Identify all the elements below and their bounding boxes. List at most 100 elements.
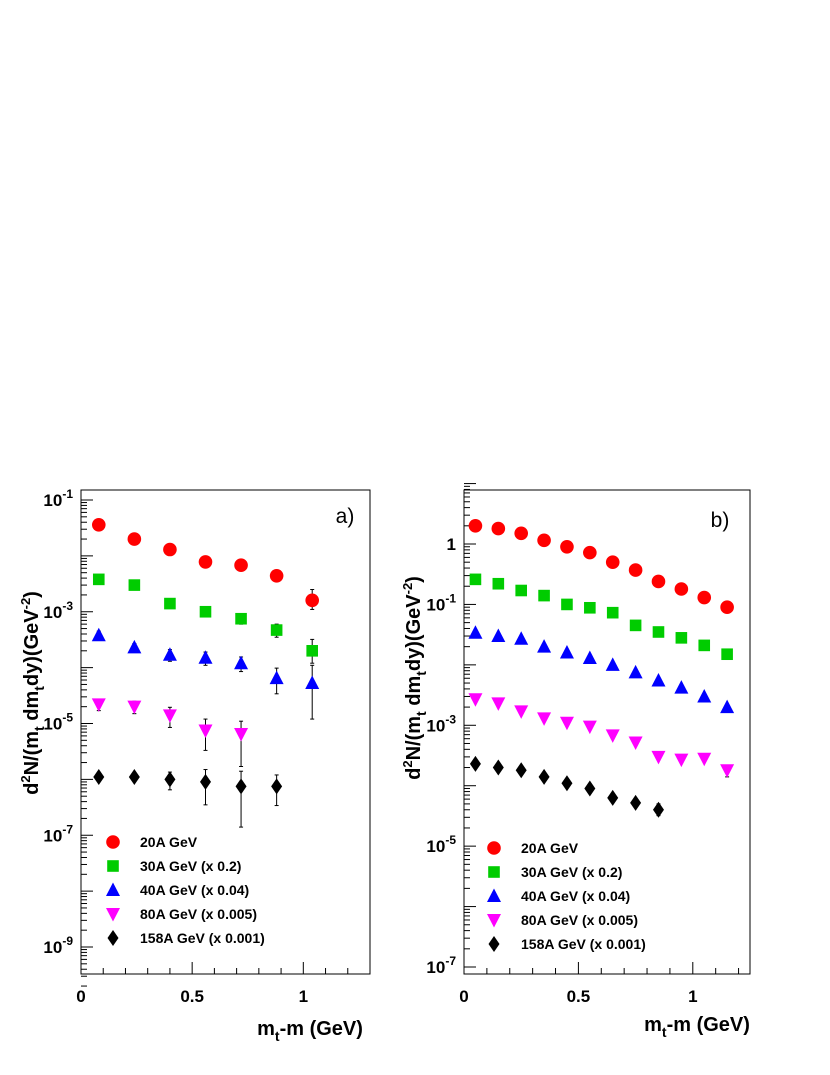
data-point: [674, 753, 689, 768]
data-point: [198, 650, 213, 664]
data-point: [491, 697, 506, 711]
series: [93, 769, 283, 828]
y-tick-label: 10-5: [43, 711, 73, 734]
data-point: [607, 789, 619, 806]
data-point: [270, 624, 283, 636]
data-point: [163, 542, 177, 557]
data-point: [235, 612, 247, 625]
legend-label: 158A GeV (x 0.001): [140, 930, 265, 946]
data-point: [234, 558, 248, 573]
data-point: [91, 698, 106, 712]
legend-marker: [488, 866, 500, 878]
data-point: [538, 768, 550, 785]
data-point: [514, 631, 529, 645]
y-axis-label: d2N/(mt dmtdy)(GeV-2): [18, 591, 47, 795]
panel-label: b): [711, 509, 730, 532]
series: [469, 755, 664, 818]
data-point: [128, 579, 141, 591]
data-point: [468, 519, 483, 533]
plot-frame: [463, 489, 751, 975]
data-point: [583, 545, 597, 560]
data-point: [469, 573, 482, 586]
data-point: [128, 769, 140, 786]
legend-marker: [107, 930, 119, 946]
data-point: [651, 673, 666, 687]
data-point: [235, 778, 247, 795]
x-axis-label: mt-m (GeV): [644, 1014, 750, 1040]
data-point: [605, 729, 620, 743]
data-point: [199, 773, 211, 790]
data-point: [675, 632, 688, 644]
y-tick-label: 10-1: [426, 591, 456, 614]
data-point: [720, 764, 735, 778]
data-point: [492, 759, 504, 776]
legend-label: 20A GeV: [521, 840, 579, 856]
data-point: [629, 619, 642, 632]
data-point: [652, 626, 665, 638]
y-tick-label: 10-7: [43, 822, 73, 845]
data-point: [584, 780, 596, 797]
x-tick-label: 1: [299, 987, 308, 1006]
legend-label: 30A GeV (x 0.2): [521, 864, 622, 880]
data-point: [199, 605, 212, 618]
data-point: [515, 762, 527, 779]
data-point: [537, 533, 551, 548]
x-tick-label: 0.5: [567, 987, 591, 1006]
y-tick-label: 1: [447, 535, 456, 554]
legend-label: 40A GeV (x 0.04): [140, 882, 249, 898]
data-point: [91, 627, 106, 642]
y-tick-label: 10-5: [426, 833, 456, 856]
data-point: [491, 628, 506, 643]
series: [468, 693, 735, 778]
series: [91, 627, 320, 720]
data-point: [198, 724, 213, 738]
data-point: [305, 593, 320, 608]
x-tick-label: 0: [459, 987, 468, 1006]
data-point: [651, 574, 666, 589]
data-point: [468, 693, 483, 707]
legend-marker: [106, 835, 120, 849]
data-point: [515, 584, 527, 597]
panel-b: 0 0.5 1 1 10-1 10-3 10-5 10-7 b) 20A GeV 30A GeV (…: [400, 483, 751, 1040]
data-point: [468, 625, 483, 639]
legend-marker: [487, 841, 501, 855]
data-point: [93, 769, 105, 786]
data-point: [674, 582, 689, 596]
data-point: [492, 577, 505, 590]
legend: 20A GeV 30A GeV (x 0.2) 40A GeV (x 0.04) 80…: [487, 840, 646, 952]
data-point: [234, 655, 249, 670]
panel-label: a): [336, 505, 355, 528]
data-point: [652, 801, 664, 818]
x-axis-label: mt-m (GeV): [257, 1018, 363, 1044]
legend-marker: [488, 936, 500, 952]
data-point: [560, 539, 574, 554]
y-tick-label: 10-3: [43, 599, 73, 622]
data-point: [628, 664, 643, 679]
legend-label: 30A GeV (x 0.2): [140, 858, 241, 874]
data-point: [305, 675, 320, 690]
data-point: [606, 606, 619, 619]
data-point: [698, 639, 711, 652]
data-point: [162, 647, 177, 661]
data-point: [628, 563, 643, 577]
data-point: [721, 648, 733, 661]
data-point: [537, 639, 552, 653]
legend-label: 40A GeV (x 0.04): [521, 888, 630, 904]
data-point: [697, 590, 712, 605]
x-tick-label: 0.5: [180, 987, 204, 1006]
data-point: [651, 750, 666, 765]
data-point: [559, 645, 574, 659]
data-point: [127, 532, 142, 546]
data-point: [720, 699, 735, 714]
legend-label: 80A GeV (x 0.005): [521, 912, 638, 928]
data-point: [582, 720, 597, 735]
series: [468, 625, 735, 714]
data-point: [127, 639, 142, 654]
data-point: [514, 526, 528, 541]
legend-label: 158A GeV (x 0.001): [521, 936, 646, 952]
data-point: [164, 771, 176, 788]
data-point: [269, 670, 284, 685]
legend-marker: [487, 914, 501, 928]
series: [91, 698, 249, 767]
